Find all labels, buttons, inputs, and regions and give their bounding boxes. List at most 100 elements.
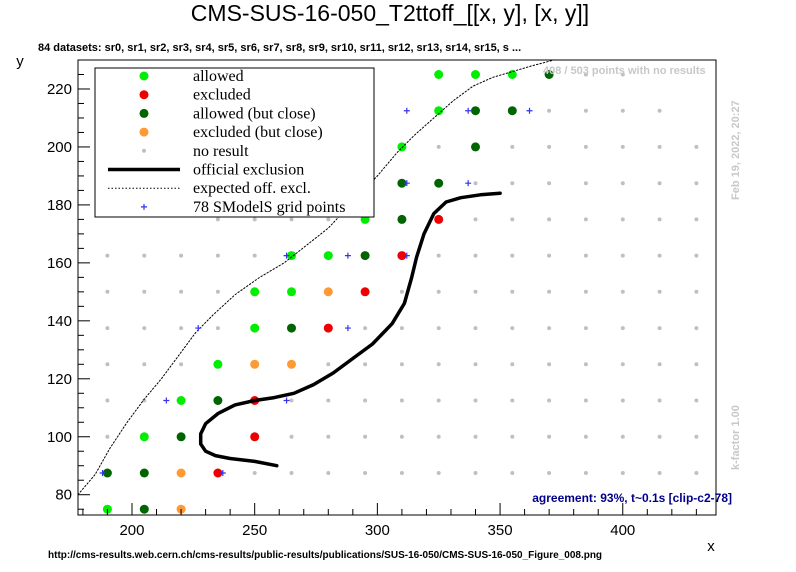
no-result-point xyxy=(657,253,662,258)
chart-title: CMS-SUS-16-050_T2ttoff_[[x, y], [x, y]] xyxy=(191,0,589,26)
no-result-point xyxy=(473,217,478,222)
no-result-point xyxy=(215,253,220,258)
allowed-but-close-point xyxy=(360,251,370,261)
no-result-point xyxy=(583,253,588,258)
excluded-but-close-point xyxy=(287,359,296,369)
no-result-point xyxy=(363,471,368,475)
allowed-but-close-point xyxy=(397,178,407,188)
no-result-point xyxy=(215,326,220,331)
allowed-but-close-point xyxy=(397,214,407,224)
no-result-point xyxy=(620,108,625,113)
legend-label: allowed (but close) xyxy=(193,105,316,122)
no-result-point xyxy=(694,289,699,294)
no-result-point xyxy=(510,398,515,403)
no-result-point xyxy=(510,326,515,331)
no-result-point xyxy=(583,72,588,77)
smodels-grid-point xyxy=(465,180,472,187)
expected-exclusion-line xyxy=(77,59,555,496)
no-result-point xyxy=(694,471,699,475)
legend-entry-excluded-but-close: excluded (but close) xyxy=(139,124,323,141)
no-result-point xyxy=(436,434,441,439)
no-result-point xyxy=(694,362,699,367)
no-result-point xyxy=(289,398,294,403)
allowed-but-close-point xyxy=(507,106,517,116)
no-result-point xyxy=(547,144,552,149)
no-result-point xyxy=(142,253,147,258)
no-result-point xyxy=(620,253,625,258)
no-result-point xyxy=(142,398,147,403)
y-tick-label: 120 xyxy=(47,371,72,388)
allowed-point xyxy=(250,323,260,333)
smodels-grid-point xyxy=(99,469,106,476)
no-result-point xyxy=(583,181,588,186)
official-exclusion-line xyxy=(198,191,502,468)
no-result-point xyxy=(252,217,257,222)
no-result-point xyxy=(179,253,184,258)
legend-symbol xyxy=(142,148,146,153)
allowed-point xyxy=(139,432,149,442)
allowed-but-close-point xyxy=(471,142,480,152)
no-result-point xyxy=(326,217,331,222)
lines-layer xyxy=(77,59,555,496)
legend-entry-official-exclusion: official exclusion xyxy=(108,162,304,179)
no-result-point xyxy=(399,362,404,367)
y-tick-label: 180 xyxy=(47,197,72,214)
no-result-point xyxy=(620,434,625,439)
no-result-point xyxy=(473,181,478,186)
excluded-point xyxy=(434,214,444,224)
allowed-point xyxy=(397,142,407,152)
legend-label: 78 SModelS grid points xyxy=(193,199,345,216)
no-result-point xyxy=(547,471,552,475)
smodels-grid-point xyxy=(163,397,170,404)
y-tick-label: 200 xyxy=(47,139,72,156)
no-result-point xyxy=(694,217,699,222)
no-result-point xyxy=(326,471,331,475)
no-result-point xyxy=(473,326,478,331)
allowed-but-close-point xyxy=(213,396,223,405)
no-result-point xyxy=(252,253,257,258)
no-result-point xyxy=(694,434,699,439)
no-result-point xyxy=(620,181,625,186)
no-result-point xyxy=(510,471,515,475)
legend-entry-excluded: excluded xyxy=(139,87,251,104)
legend-entry-allowed-but-close: allowed (but close) xyxy=(139,105,316,122)
x-tick-label: 250 xyxy=(242,522,267,539)
excluded-point xyxy=(360,287,370,297)
no-result-point xyxy=(105,253,110,258)
no-result-point xyxy=(436,326,441,331)
allowed-but-close-point xyxy=(544,70,554,79)
chart-subtitle: 84 datasets: sr0, sr1, sr2, sr3, sr4, sr… xyxy=(38,42,521,54)
no-result-point xyxy=(694,181,699,186)
allowed-point xyxy=(213,359,223,369)
no-result-point xyxy=(510,181,515,186)
no-result-point xyxy=(510,362,515,367)
no-result-point xyxy=(620,471,625,475)
allowed-but-close-point xyxy=(139,504,149,514)
excluded-point xyxy=(397,251,407,261)
excluded-but-close-point xyxy=(250,359,260,369)
no-result-point xyxy=(363,326,368,331)
points-layer xyxy=(102,70,699,514)
no-result-point xyxy=(657,434,662,439)
allowed-point xyxy=(434,106,444,116)
no-result-point xyxy=(399,434,404,439)
smodels-grid-point xyxy=(344,325,351,332)
no-result-point xyxy=(399,326,404,331)
no-result-point xyxy=(289,434,294,439)
no-result-point xyxy=(105,326,110,331)
no-result-point xyxy=(620,398,625,403)
allowed-but-close-point xyxy=(176,432,186,442)
smodels-grid-point xyxy=(526,107,533,114)
y-tick-label: 140 xyxy=(47,313,72,330)
no-result-point xyxy=(583,289,588,294)
no-result-point xyxy=(657,471,662,475)
no-result-point xyxy=(399,289,404,294)
allowed-but-close-point xyxy=(434,178,444,188)
no-result-point xyxy=(399,398,404,403)
allowed-point xyxy=(176,396,186,405)
no-result-point xyxy=(657,144,662,149)
no-result-point xyxy=(547,108,552,113)
allowed-but-close-point xyxy=(102,468,112,478)
